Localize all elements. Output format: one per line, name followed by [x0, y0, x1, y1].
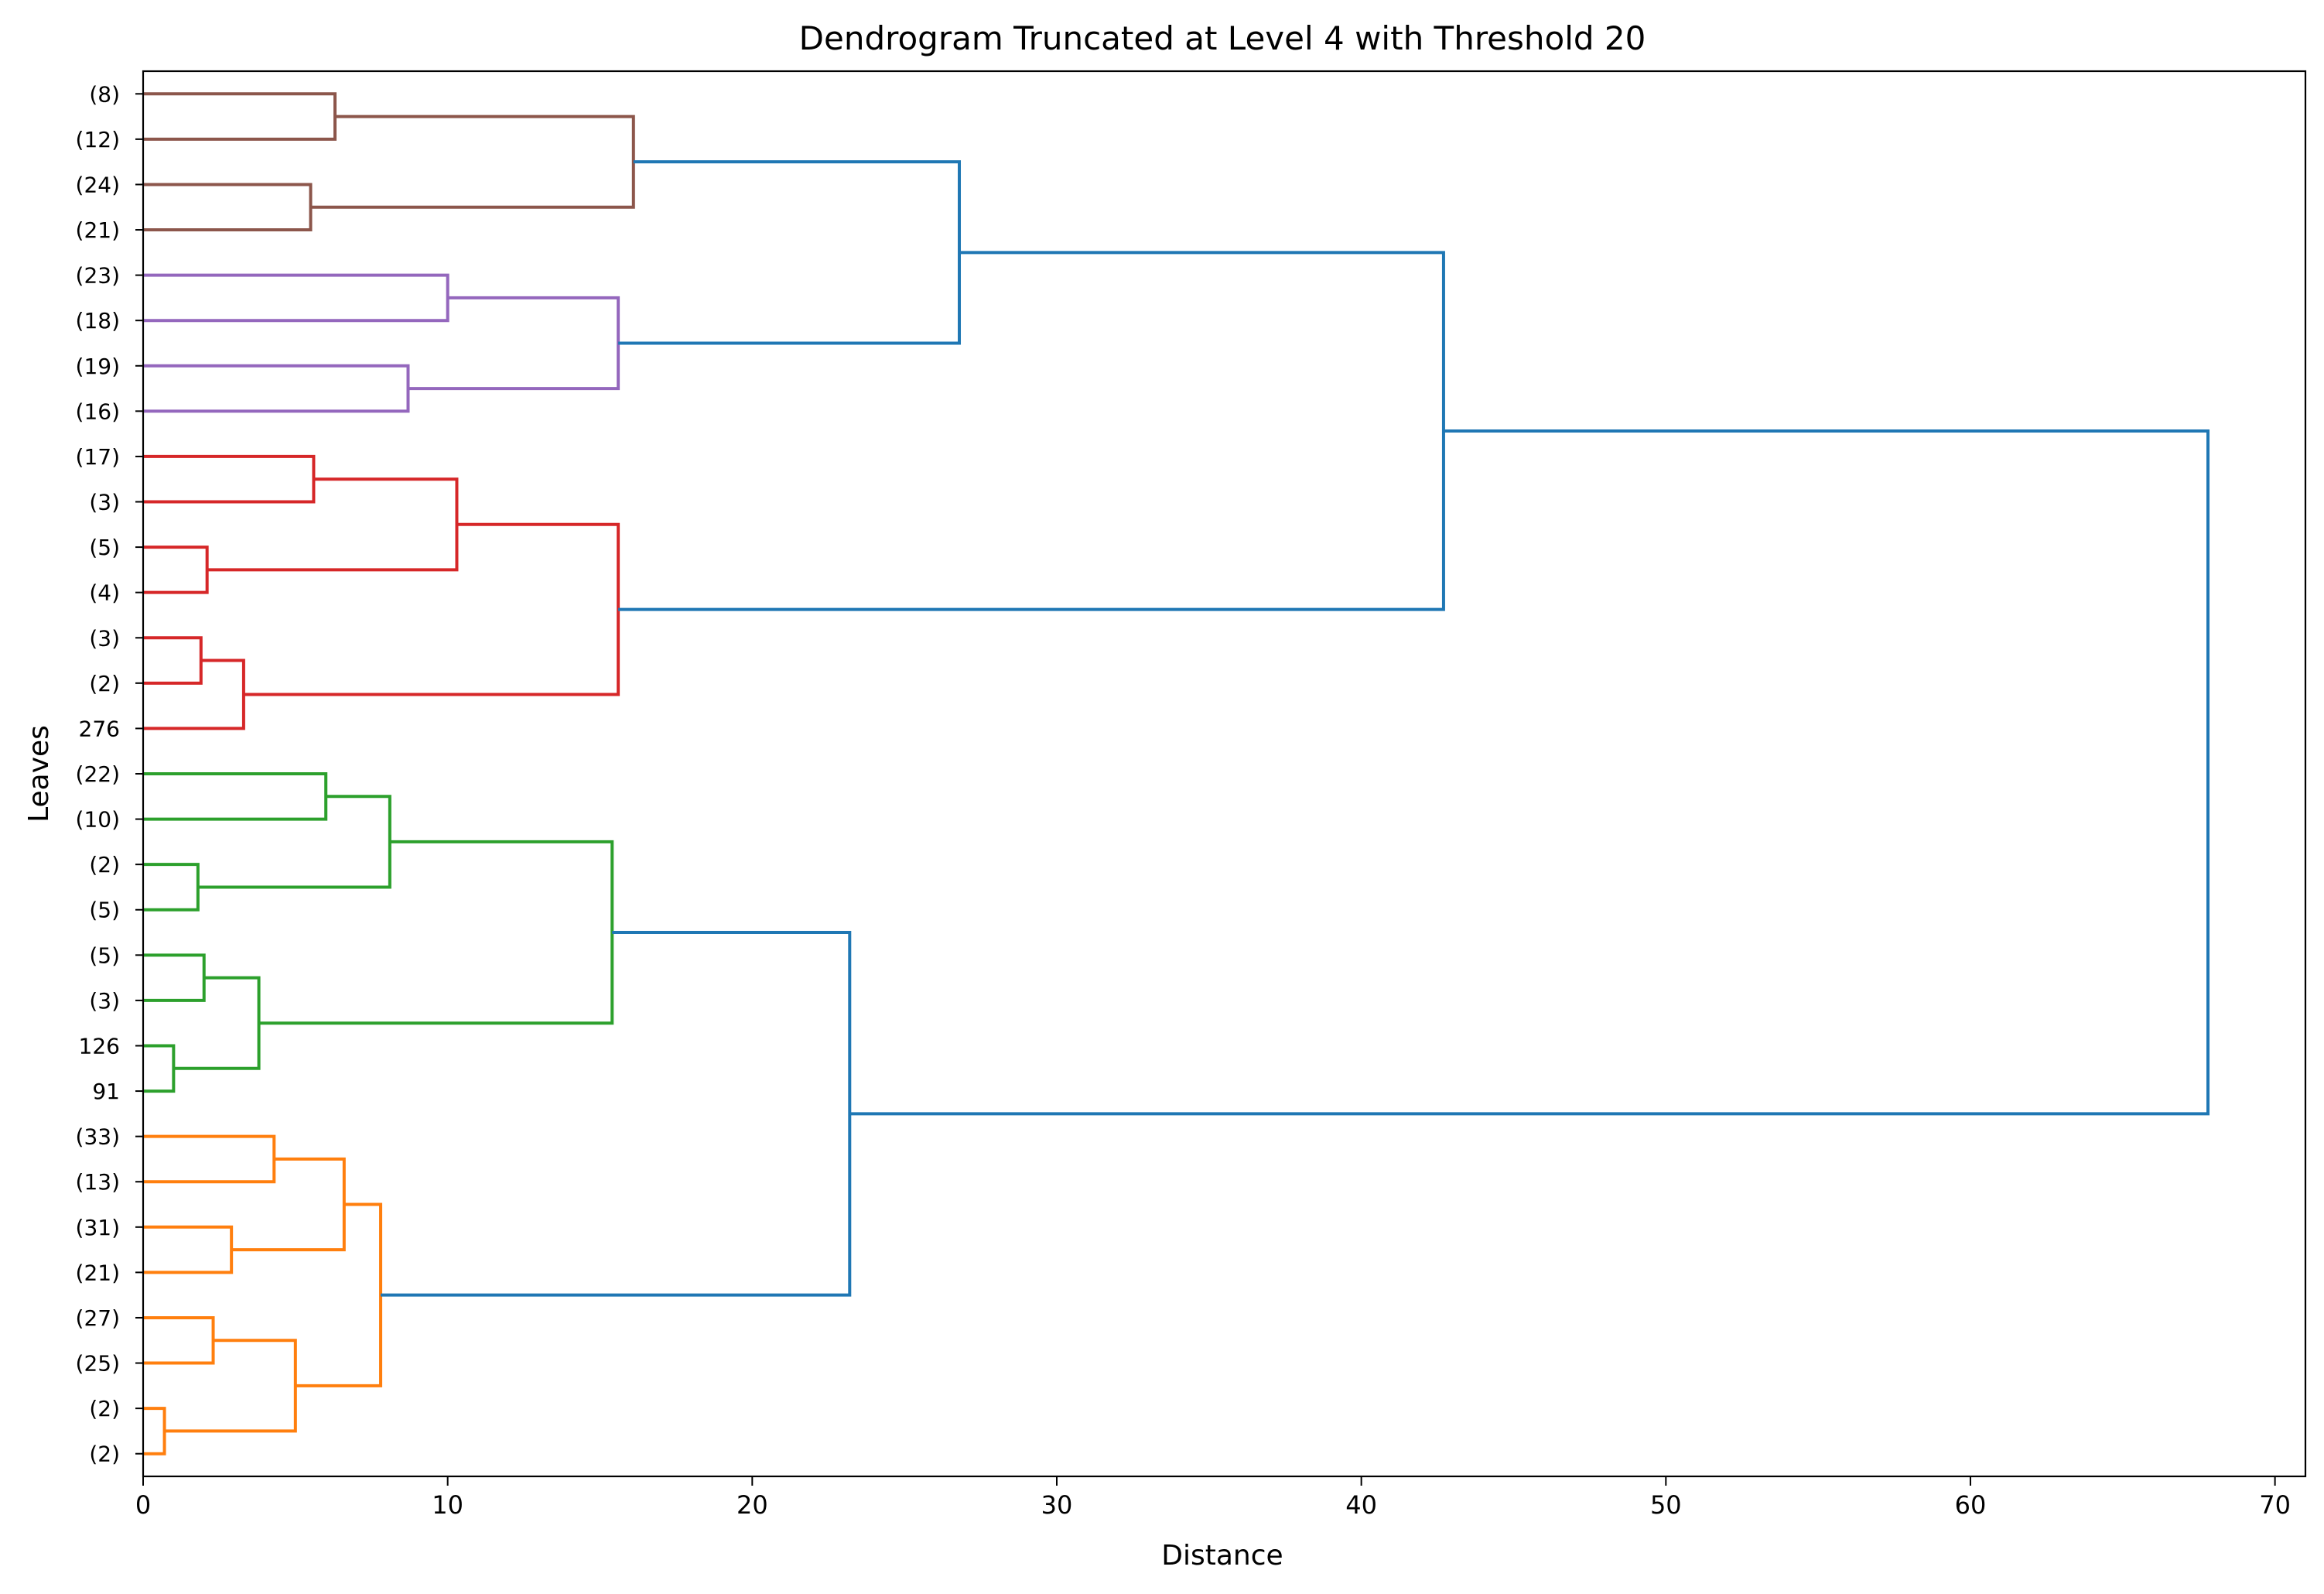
leaf-label: (13): [76, 1169, 120, 1195]
x-tick-label: 0: [135, 1490, 151, 1520]
dendrogram-link: [143, 636, 203, 685]
leaf-label: (2): [89, 1396, 120, 1421]
dendrogram-link: [143, 1407, 166, 1455]
leaf-label: (3): [89, 988, 120, 1014]
dendrogram-link: [143, 183, 313, 232]
dendrogram-link: [408, 296, 620, 391]
leaf-label: (23): [76, 263, 120, 289]
dendrogram-link: [243, 522, 620, 696]
dendrogram-link: [207, 477, 459, 572]
x-tick-label: 60: [1955, 1490, 1987, 1520]
dendrogram-link: [143, 658, 245, 730]
x-tick-label: 20: [737, 1490, 768, 1520]
leaf-label: (4): [89, 580, 120, 606]
x-tick-label: 40: [1345, 1490, 1377, 1520]
dendrogram-link: [143, 953, 206, 1002]
leaf-label: (19): [76, 354, 120, 379]
y-axis-label: Leaves: [23, 725, 55, 823]
dendrogram-link: [143, 364, 410, 413]
dendrogram-link: [310, 115, 635, 209]
dendrogram-link: [618, 251, 1445, 611]
dendrogram-link: [295, 1202, 383, 1387]
plot-frame: [142, 70, 2307, 1478]
dendrogram-link: [231, 1157, 346, 1252]
leaf-label: (17): [76, 444, 120, 470]
leaf-label: (5): [89, 535, 120, 560]
dendrogram-link: [258, 840, 614, 1025]
leaf-label: (24): [76, 172, 120, 197]
dendrogram-link: [197, 795, 391, 889]
leaf-label: (8): [89, 81, 120, 107]
dendrogram-link: [143, 546, 209, 594]
leaf-label: (5): [89, 942, 120, 968]
leaf-label: (22): [76, 761, 120, 787]
x-axis: 0 10 20 30 40 50 60 70: [135, 1476, 2291, 1520]
dendrogram-link: [164, 1339, 297, 1433]
leaf-label: (12): [76, 127, 120, 152]
x-tick-label: 10: [432, 1490, 463, 1520]
dendrogram-link: [173, 976, 261, 1070]
chart-title: Dendrogram Truncated at Level 4 with Thr…: [799, 19, 1646, 57]
dendrogram-link: [143, 1134, 276, 1184]
leaf-label: (3): [89, 490, 120, 515]
dendrogram-link: [143, 772, 328, 821]
dendrogram-link: [618, 160, 962, 345]
dendrogram-link: [143, 863, 200, 912]
leaf-label: 91: [92, 1079, 120, 1104]
leaf-label: (5): [89, 898, 120, 923]
leaf-label: (18): [76, 308, 120, 334]
leaf-label: (25): [76, 1351, 120, 1377]
leaf-label: (21): [76, 217, 120, 243]
dendrogram-link: [143, 273, 449, 323]
dendrogram-link: [143, 92, 337, 141]
leaf-label: (27): [76, 1305, 120, 1331]
dendrogram-link: [143, 1225, 234, 1274]
leaf-label: (33): [76, 1124, 120, 1150]
dendrogram-links: [143, 92, 2210, 1455]
leaf-label: (10): [76, 807, 120, 833]
leaf-label: (31): [76, 1215, 120, 1240]
dendrogram-link: [143, 1044, 176, 1093]
x-tick-label: 50: [1650, 1490, 1682, 1520]
x-tick-label: 30: [1041, 1490, 1073, 1520]
dendrogram-link: [143, 1315, 215, 1365]
leaf-label: (2): [89, 1442, 120, 1467]
leaf-label: 126: [79, 1033, 120, 1059]
leaf-label: (2): [89, 852, 120, 877]
dendrogram-link: [381, 931, 852, 1297]
x-tick-label: 70: [2259, 1490, 2291, 1520]
leaf-label: (16): [76, 398, 120, 424]
leaf-label: (3): [89, 625, 120, 651]
leaf-label: (21): [76, 1260, 120, 1285]
leaf-label: 276: [79, 716, 120, 741]
dendrogram-link: [849, 429, 2210, 1116]
leaf-labels: (2) (2) (25) (27) (21) (31) (13) (33) 91 126 (3) (5…: [76, 81, 143, 1467]
leaf-label: (2): [89, 671, 120, 696]
x-axis-label: Distance: [1161, 1540, 1283, 1572]
dendrogram-link: [143, 454, 316, 504]
